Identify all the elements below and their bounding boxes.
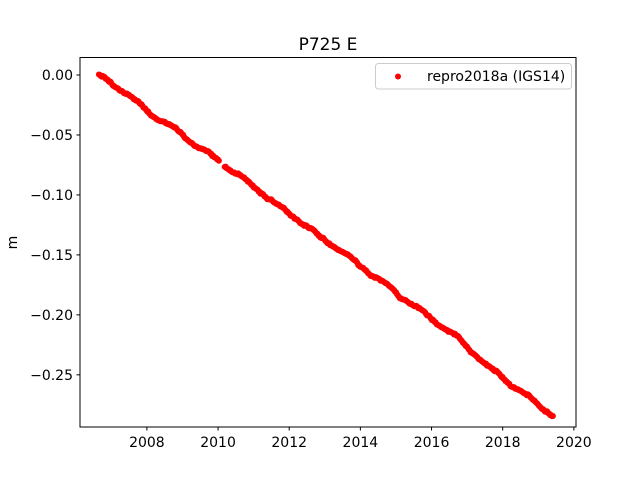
- y-axis-ticks: 0.00 −0.05 −0.10 −0.15 −0.20 −0.25: [30, 68, 80, 384]
- axes-spines: [79, 57, 577, 428]
- x-tick-label: 2010: [200, 435, 236, 451]
- x-tick-label: 2018: [485, 435, 521, 451]
- y-tick-label: −0.05: [30, 128, 73, 144]
- x-tick-label: 2008: [129, 435, 165, 451]
- legend-label: repro2018a (IGS14): [427, 69, 565, 85]
- x-axis-ticks: 2008 2010 2012 2014 2016 2018 2020: [129, 427, 592, 451]
- legend-marker-dot-icon: [395, 73, 401, 80]
- data-point: [549, 413, 556, 419]
- y-tick-label: −0.10: [30, 188, 73, 204]
- y-tick-label: 0.00: [42, 68, 73, 84]
- y-tick-label: −0.15: [30, 248, 73, 264]
- chart-title: P725 E: [299, 35, 358, 55]
- y-tick-label: −0.20: [30, 308, 73, 324]
- scatter-series: [95, 71, 556, 420]
- x-tick-label: 2016: [414, 435, 450, 451]
- x-tick-label: 2014: [343, 435, 379, 451]
- x-tick-label: 2020: [556, 435, 592, 451]
- legend-box: [375, 63, 572, 90]
- y-tick-label: −0.25: [30, 368, 73, 384]
- x-tick-label: 2012: [271, 435, 307, 451]
- y-axis-label: m: [5, 236, 21, 250]
- legend: repro2018a (IGS14): [375, 63, 572, 90]
- data-point: [215, 157, 222, 164]
